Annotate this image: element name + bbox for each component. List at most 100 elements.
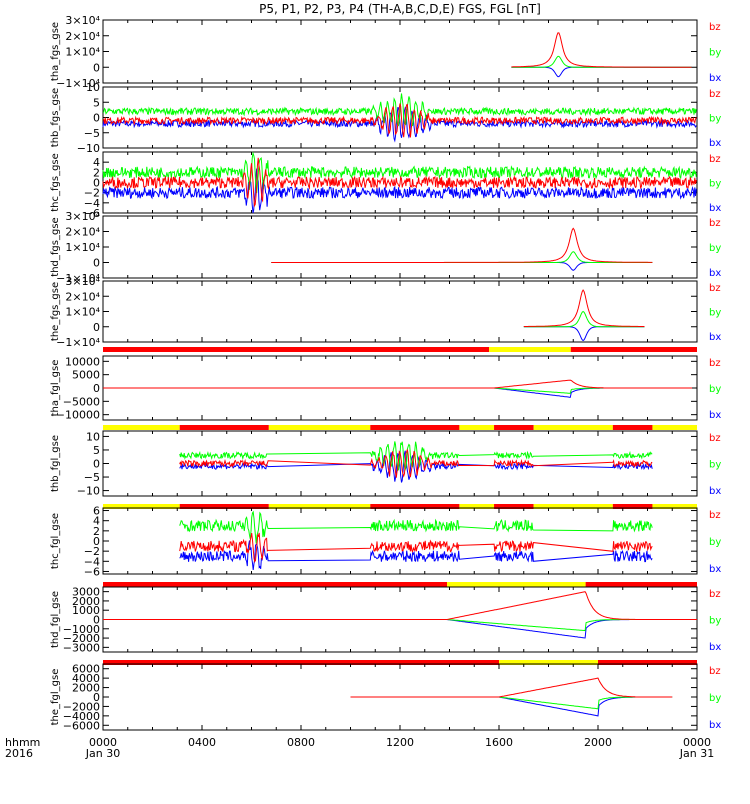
- legend-bx: bx: [709, 410, 721, 421]
- legend-bx: bx: [709, 138, 721, 149]
- series-bz-line: [350, 677, 673, 698]
- series-bz-line: [103, 379, 692, 389]
- legend-by: by: [709, 460, 721, 471]
- panel-frame: [102, 19, 698, 84]
- status-bar-segment: [494, 504, 534, 509]
- y-tick-label: 0: [93, 382, 100, 395]
- y-tick-label: −4: [84, 555, 100, 568]
- x-row-label-year: 2016: [5, 747, 33, 760]
- y-tick-label: 4: [93, 156, 100, 169]
- y-tick-label: −5: [84, 127, 100, 140]
- y-tick-label: −6: [84, 565, 100, 578]
- legend-by: by: [709, 693, 721, 704]
- y-tick-label: 0: [93, 321, 100, 334]
- y-tick-label: −1000: [63, 623, 100, 636]
- y-tick-label: 10: [86, 430, 100, 443]
- y-tick-label: 1×10⁴: [65, 241, 100, 254]
- status-bar-segment: [533, 504, 613, 509]
- y-tick-label: 3×10⁴: [65, 14, 100, 27]
- series-bx-line: [350, 696, 673, 717]
- y-axis-label: tha_fgs_gse: [50, 22, 61, 81]
- status-bar-segment: [494, 425, 534, 430]
- x-tick-label: 1200: [386, 736, 414, 749]
- y-tick-label: 0: [93, 614, 100, 627]
- y-tick-label: 6000: [72, 663, 100, 676]
- panel-frame: [102, 215, 698, 279]
- series-bx-line: [179, 540, 653, 570]
- status-bar-segment: [598, 660, 697, 665]
- status-bar-segment: [103, 582, 448, 587]
- x-tick-label: 2000: [584, 736, 612, 749]
- y-tick-label: 2: [93, 166, 100, 179]
- status-bar-segment: [499, 660, 598, 665]
- y-tick-label: 5: [93, 444, 100, 457]
- legend-bz: bz: [709, 589, 721, 600]
- status-bar-segment: [370, 504, 460, 509]
- y-tick-label: −5000: [63, 395, 100, 408]
- series-bz-line: [179, 449, 653, 478]
- y-tick-label: −2: [84, 187, 100, 200]
- y-tick-label: 0: [93, 112, 100, 125]
- y-tick-label: 2000: [72, 682, 100, 695]
- series-bx-line: [271, 262, 653, 271]
- y-tick-label: 5: [93, 96, 100, 109]
- y-tick-label: −10: [77, 142, 100, 155]
- legend-bx: bx: [709, 73, 721, 84]
- legend-bx: bx: [709, 486, 721, 497]
- y-tick-label: 4: [93, 515, 100, 528]
- y-tick-label: 1000: [72, 604, 100, 617]
- y-tick-label: 2000: [72, 595, 100, 608]
- y-tick-label: 3×10⁴: [65, 210, 100, 223]
- panel-thb_fgs_gse: 10 5 0 −5 −10 thb_fgs_gse bz by bx: [50, 81, 721, 155]
- y-tick-label: −4: [84, 197, 100, 210]
- y-tick-label: 0: [93, 691, 100, 704]
- legend-bx: bx: [709, 720, 721, 731]
- series-by-line: [102, 151, 697, 194]
- series-bz-line: [511, 32, 692, 68]
- legend-bx: bx: [709, 203, 721, 214]
- status-bar-segment: [459, 504, 495, 509]
- y-tick-label: 1×10⁴: [65, 46, 100, 59]
- y-tick-label: −3000: [63, 641, 100, 654]
- series-by-line: [102, 93, 697, 127]
- legend-by: by: [709, 114, 721, 125]
- y-tick-label: −1×10⁴: [56, 336, 100, 349]
- y-axis-label: thb_fgl_gse: [50, 435, 61, 492]
- y-axis-label: the_fgl_gse: [50, 669, 61, 726]
- status-bar-segment: [447, 582, 586, 587]
- y-tick-label: 0: [93, 257, 100, 270]
- status-bar-segment: [652, 504, 697, 509]
- panel-frame: [102, 280, 698, 343]
- y-axis-label: thd_fgl_gse: [50, 591, 61, 648]
- y-tick-label: 2×10⁴: [65, 30, 100, 43]
- y-tick-label: −10: [77, 485, 100, 498]
- y-tick-label: 6: [93, 505, 100, 518]
- legend-by: by: [709, 243, 721, 254]
- status-bar-segment: [268, 504, 371, 509]
- series-bz-line: [179, 532, 653, 563]
- legend-by: by: [709, 179, 721, 190]
- x-tick-label: 0000: [683, 736, 711, 749]
- status-bar-segment: [103, 425, 180, 430]
- legend-bz: bz: [709, 283, 721, 294]
- y-tick-label: −5: [84, 471, 100, 484]
- x-tick-label: 0400: [188, 736, 216, 749]
- x-tick-label: 0000: [89, 736, 117, 749]
- y-tick-label: −10000: [56, 409, 100, 422]
- y-tick-label: 10: [86, 81, 100, 94]
- legend-by: by: [709, 537, 721, 548]
- y-tick-label: −6000: [63, 719, 100, 732]
- series-bz-line: [523, 289, 645, 327]
- series-bx-line: [523, 326, 645, 342]
- series-by-line: [350, 696, 673, 710]
- y-tick-label: 0: [93, 177, 100, 190]
- legend-bx: bx: [709, 268, 721, 279]
- series-bz-line: [271, 227, 653, 263]
- y-tick-label: −6: [84, 207, 100, 220]
- series-by-line: [103, 619, 697, 632]
- y-tick-label: 0: [93, 535, 100, 548]
